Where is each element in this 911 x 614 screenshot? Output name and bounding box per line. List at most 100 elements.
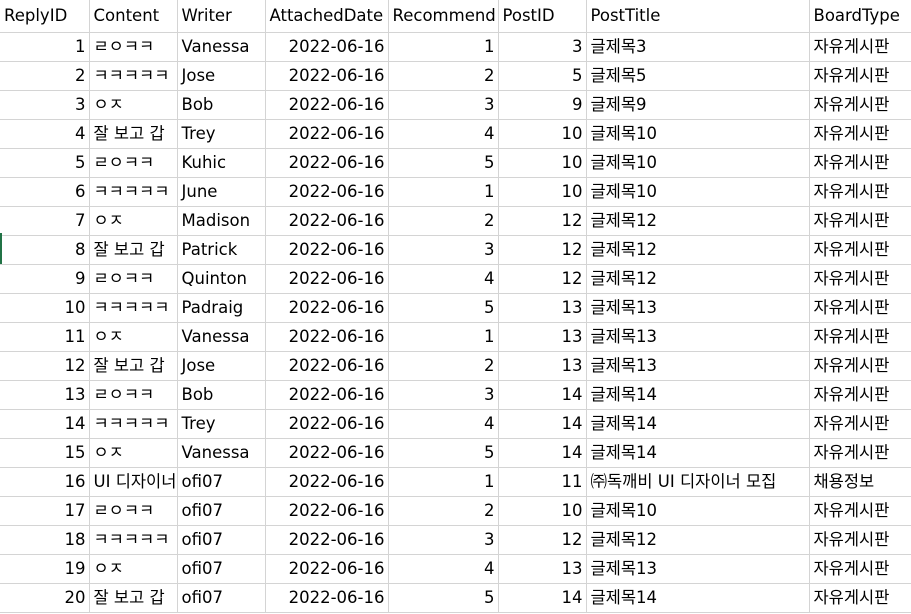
- cell-attached-date[interactable]: 2022-06-16: [265, 206, 389, 236]
- cell-writer[interactable]: Bob: [177, 90, 266, 120]
- cell-post-id[interactable]: 14: [498, 438, 587, 468]
- cell-board-type[interactable]: 자유게시판: [809, 235, 911, 265]
- cell-post-title[interactable]: 글제목13: [586, 554, 810, 584]
- cell-writer[interactable]: ofi07: [177, 496, 266, 526]
- cell-content[interactable]: 잘 보고 갑: [89, 351, 178, 381]
- cell-post-id[interactable]: 12: [498, 264, 587, 294]
- cell-post-id[interactable]: 13: [498, 554, 587, 584]
- cell-post-id[interactable]: 10: [498, 148, 587, 178]
- cell-recommend[interactable]: 2: [388, 206, 499, 236]
- cell-post-title[interactable]: 글제목12: [586, 264, 810, 294]
- cell-board-type[interactable]: 자유게시판: [809, 119, 911, 149]
- cell-reply-id[interactable]: 13: [0, 380, 90, 410]
- cell-attached-date[interactable]: 2022-06-16: [265, 90, 389, 120]
- cell-board-type[interactable]: 자유게시판: [809, 293, 911, 323]
- cell-recommend[interactable]: 4: [388, 264, 499, 294]
- cell-recommend[interactable]: 3: [388, 90, 499, 120]
- cell-writer[interactable]: ofi07: [177, 525, 266, 555]
- cell-post-title[interactable]: 글제목13: [586, 293, 810, 323]
- cell-board-type[interactable]: 자유게시판: [809, 409, 911, 439]
- column-header-post-title[interactable]: PostTitle: [586, 0, 810, 33]
- cell-attached-date[interactable]: 2022-06-16: [265, 583, 389, 613]
- cell-recommend[interactable]: 1: [388, 32, 499, 62]
- cell-board-type[interactable]: 채용정보: [809, 467, 911, 497]
- cell-recommend[interactable]: 5: [388, 148, 499, 178]
- cell-reply-id[interactable]: 16: [0, 467, 90, 497]
- cell-board-type[interactable]: 자유게시판: [809, 32, 911, 62]
- cell-writer[interactable]: ofi07: [177, 583, 266, 613]
- cell-recommend[interactable]: 4: [388, 409, 499, 439]
- cell-recommend[interactable]: 1: [388, 322, 499, 352]
- cell-content[interactable]: ㅋㅋㅋㅋㅋ: [89, 525, 178, 555]
- cell-attached-date[interactable]: 2022-06-16: [265, 264, 389, 294]
- cell-post-title[interactable]: 글제목14: [586, 583, 810, 613]
- cell-writer[interactable]: Madison: [177, 206, 266, 236]
- cell-content[interactable]: ㅇㅈ: [89, 322, 178, 352]
- cell-writer[interactable]: Kuhic: [177, 148, 266, 178]
- cell-writer[interactable]: Vanessa: [177, 438, 266, 468]
- cell-content[interactable]: ㅇㅈ: [89, 554, 178, 584]
- cell-recommend[interactable]: 5: [388, 293, 499, 323]
- cell-content[interactable]: ㄹㅇㅋㅋ: [89, 148, 178, 178]
- cell-content[interactable]: ㅋㅋㅋㅋㅋ: [89, 293, 178, 323]
- cell-content[interactable]: ㄹㅇㅋㅋ: [89, 264, 178, 294]
- cell-content[interactable]: ㄹㅇㅋㅋ: [89, 380, 178, 410]
- cell-board-type[interactable]: 자유게시판: [809, 264, 911, 294]
- cell-attached-date[interactable]: 2022-06-16: [265, 351, 389, 381]
- cell-reply-id[interactable]: 9: [0, 264, 90, 294]
- cell-content[interactable]: 잘 보고 갑: [89, 235, 178, 265]
- cell-reply-id[interactable]: 15: [0, 438, 90, 468]
- cell-attached-date[interactable]: 2022-06-16: [265, 380, 389, 410]
- cell-content[interactable]: ㅋㅋㅋㅋㅋ: [89, 61, 178, 91]
- cell-post-id[interactable]: 13: [498, 351, 587, 381]
- cell-content[interactable]: 잘 보고 갑: [89, 583, 178, 613]
- cell-reply-id[interactable]: 20: [0, 583, 90, 613]
- cell-post-title[interactable]: 글제목12: [586, 525, 810, 555]
- cell-recommend[interactable]: 5: [388, 583, 499, 613]
- cell-recommend[interactable]: 5: [388, 438, 499, 468]
- cell-recommend[interactable]: 1: [388, 177, 499, 207]
- cell-post-title[interactable]: 글제목10: [586, 177, 810, 207]
- cell-post-id[interactable]: 10: [498, 119, 587, 149]
- cell-writer[interactable]: Vanessa: [177, 32, 266, 62]
- cell-reply-id[interactable]: 7: [0, 206, 90, 236]
- cell-attached-date[interactable]: 2022-06-16: [265, 438, 389, 468]
- cell-writer[interactable]: Jose: [177, 351, 266, 381]
- column-header-content[interactable]: Content: [89, 0, 178, 33]
- cell-content[interactable]: ㅋㅋㅋㅋㅋ: [89, 177, 178, 207]
- cell-board-type[interactable]: 자유게시판: [809, 496, 911, 526]
- cell-board-type[interactable]: 자유게시판: [809, 438, 911, 468]
- cell-reply-id[interactable]: 1: [0, 32, 90, 62]
- cell-writer[interactable]: Patrick: [177, 235, 266, 265]
- cell-reply-id[interactable]: 19: [0, 554, 90, 584]
- cell-board-type[interactable]: 자유게시판: [809, 351, 911, 381]
- cell-post-title[interactable]: 글제목13: [586, 351, 810, 381]
- column-header-board-type[interactable]: BoardType: [809, 0, 911, 33]
- cell-attached-date[interactable]: 2022-06-16: [265, 322, 389, 352]
- cell-writer[interactable]: Padraig: [177, 293, 266, 323]
- cell-recommend[interactable]: 4: [388, 119, 499, 149]
- cell-post-id[interactable]: 10: [498, 496, 587, 526]
- cell-writer[interactable]: June: [177, 177, 266, 207]
- cell-board-type[interactable]: 자유게시판: [809, 61, 911, 91]
- cell-attached-date[interactable]: 2022-06-16: [265, 467, 389, 497]
- cell-post-title[interactable]: 글제목3: [586, 32, 810, 62]
- cell-post-id[interactable]: 14: [498, 583, 587, 613]
- cell-reply-id[interactable]: 14: [0, 409, 90, 439]
- cell-post-id[interactable]: 5: [498, 61, 587, 91]
- cell-board-type[interactable]: 자유게시판: [809, 148, 911, 178]
- cell-recommend[interactable]: 2: [388, 496, 499, 526]
- cell-writer[interactable]: Quinton: [177, 264, 266, 294]
- cell-reply-id[interactable]: 10: [0, 293, 90, 323]
- column-header-reply-id[interactable]: ReplyID: [0, 0, 90, 33]
- cell-attached-date[interactable]: 2022-06-16: [265, 148, 389, 178]
- cell-reply-id[interactable]: 2: [0, 61, 90, 91]
- cell-board-type[interactable]: 자유게시판: [809, 177, 911, 207]
- cell-content[interactable]: ㄹㅇㅋㅋ: [89, 32, 178, 62]
- cell-post-title[interactable]: 글제목9: [586, 90, 810, 120]
- cell-content[interactable]: UI 디자이너: [89, 467, 178, 497]
- cell-writer[interactable]: Trey: [177, 119, 266, 149]
- cell-post-title[interactable]: 글제목14: [586, 380, 810, 410]
- cell-post-title[interactable]: 글제목12: [586, 206, 810, 236]
- cell-post-id[interactable]: 3: [498, 32, 587, 62]
